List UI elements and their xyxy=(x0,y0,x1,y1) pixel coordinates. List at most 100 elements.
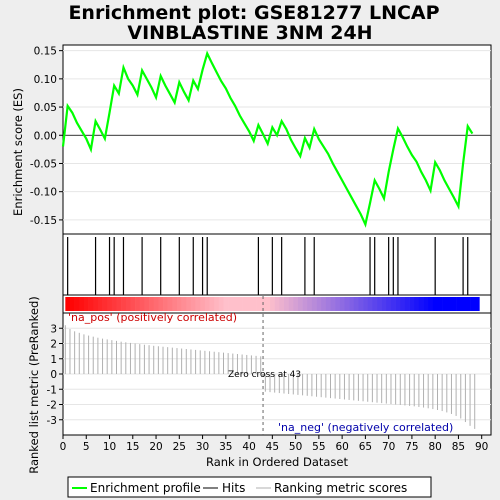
heatmap-cell xyxy=(172,297,178,311)
heatmap-cell xyxy=(256,297,262,311)
heatmap-cell xyxy=(223,297,229,311)
heatmap-cell xyxy=(200,297,206,311)
es-y-tick-label: 0.15 xyxy=(34,46,57,58)
heatmap-cell xyxy=(88,297,94,311)
es-y-ticks: 0.15 0.10 0.05 0.00 -0.05 -0.10 -0.15 xyxy=(30,46,63,227)
x-tick-label: 60 xyxy=(335,441,348,453)
heatmap-cell xyxy=(195,297,201,311)
x-tick-label: 45 xyxy=(266,441,279,453)
heatmap-cell xyxy=(279,297,285,311)
es-y-tick-label: -0.15 xyxy=(30,215,57,227)
heatmap-cell xyxy=(423,297,429,311)
heatmap-cell xyxy=(339,297,345,311)
heatmap-cell xyxy=(446,297,452,311)
x-tick-label: 25 xyxy=(173,441,186,453)
heatmap-cell xyxy=(321,297,327,311)
heatmap-cell xyxy=(451,297,457,311)
heatmap-cell xyxy=(311,297,317,311)
heatmap-cell xyxy=(372,297,378,311)
x-tick-label: 5 xyxy=(83,441,90,453)
metric-y-tick-label: -3 xyxy=(47,415,57,427)
legend-box xyxy=(67,476,432,498)
heatmap-cell xyxy=(139,297,145,311)
heatmap-cell xyxy=(460,297,466,311)
es-y-tick-label: 0.05 xyxy=(34,102,57,114)
heatmap-cell xyxy=(79,297,85,311)
heatmap-cell xyxy=(409,297,415,311)
heatmap-cell xyxy=(121,297,127,311)
x-axis-label: Rank in Ordered Dataset xyxy=(206,455,349,469)
heatmap-cell xyxy=(288,297,294,311)
heatmap-cell xyxy=(214,297,220,311)
heatmap-cell xyxy=(130,297,136,311)
heatmap-cell xyxy=(442,297,448,311)
heatmap-cell xyxy=(83,297,89,311)
heatmap-cell xyxy=(386,297,392,311)
x-tick-label: 65 xyxy=(359,441,372,453)
heatmap-cell xyxy=(325,297,331,311)
heatmap-cell xyxy=(390,297,396,311)
plot-title-line1: Enrichment plot: GSE81277 LNCAP xyxy=(68,2,439,24)
metric-y-tick-label: -1 xyxy=(47,384,57,396)
metric-y-axis-label: Ranked list metric (PreRanked) xyxy=(27,296,41,474)
heatmap-cell xyxy=(335,297,341,311)
metric-y-tick-label: 1 xyxy=(50,354,57,366)
x-tick-label: 90 xyxy=(475,441,488,453)
legend-metric-label: Ranking metric scores xyxy=(274,481,407,495)
heatmap-cell xyxy=(102,297,108,311)
heatmap-cell xyxy=(181,297,187,311)
heatmap-cell xyxy=(381,297,387,311)
heatmap-cell xyxy=(74,297,80,311)
metric-y-tick-label: 0 xyxy=(50,369,57,381)
x-tick-label: 50 xyxy=(289,441,302,453)
metric-y-tick-label: 2 xyxy=(50,339,57,351)
heatmap-cell xyxy=(414,297,420,311)
heatmap-cell xyxy=(316,297,322,311)
heatmap-cell xyxy=(209,297,215,311)
x-tick-label: 55 xyxy=(312,441,325,453)
heatmap-cell xyxy=(251,297,257,311)
heatmap-cell xyxy=(404,297,410,311)
plot-title-line2: VINBLASTINE 3NM 24H xyxy=(127,22,372,44)
x-axis-ticks: 0 5 10 15 20 25 30 35 40 45 50 55 60 65 70 75 80 85 90 xyxy=(60,435,488,453)
heatmap-cell xyxy=(437,297,443,311)
heatmap-cell xyxy=(274,297,280,311)
metric-gridlines xyxy=(63,327,491,421)
x-tick-label: 20 xyxy=(149,441,162,453)
x-tick-label: 85 xyxy=(452,441,465,453)
heatmap-cell xyxy=(297,297,303,311)
heatmap-cell xyxy=(330,297,336,311)
x-tick-label: 70 xyxy=(382,441,395,453)
es-y-axis-label: Enrichment score (ES) xyxy=(11,88,25,216)
heatmap-cell xyxy=(237,297,243,311)
heatmap-cell xyxy=(344,297,350,311)
heatmap-cell xyxy=(456,297,462,311)
heatmap-cell xyxy=(93,297,99,311)
heatmap-cell xyxy=(367,297,373,311)
heatmap-cell xyxy=(158,297,164,311)
metric-y-ticks: 3 2 1 0 -1 -2 -3 xyxy=(47,323,63,427)
heatmap-cell xyxy=(270,297,275,311)
x-tick-label: 30 xyxy=(196,441,209,453)
heatmap-cell xyxy=(218,297,224,311)
heatmap-cell xyxy=(144,297,150,311)
es-y-tick-label: -0.10 xyxy=(30,187,57,199)
heatmap-cell xyxy=(349,297,355,311)
heatmap-cell xyxy=(149,297,155,311)
heatmap-cell xyxy=(167,297,173,311)
heatmap-cell xyxy=(293,297,299,311)
heatmap-cell xyxy=(190,297,196,311)
heatmap-cell xyxy=(125,297,131,311)
heatmap-cell xyxy=(232,297,238,311)
x-tick-label: 15 xyxy=(126,441,139,453)
heatmap-cell xyxy=(153,297,159,311)
heatmap-cell xyxy=(116,297,122,311)
metric-y-tick-label: -2 xyxy=(47,400,57,412)
heatmap-cell xyxy=(176,297,182,311)
heatmap-cell xyxy=(353,297,359,311)
heatmap-cell xyxy=(69,297,75,311)
heatmap-cell xyxy=(474,297,480,311)
es-y-tick-label: 0.10 xyxy=(34,74,57,86)
heatmap-cell xyxy=(283,297,289,311)
heatmap-cell xyxy=(363,297,369,311)
